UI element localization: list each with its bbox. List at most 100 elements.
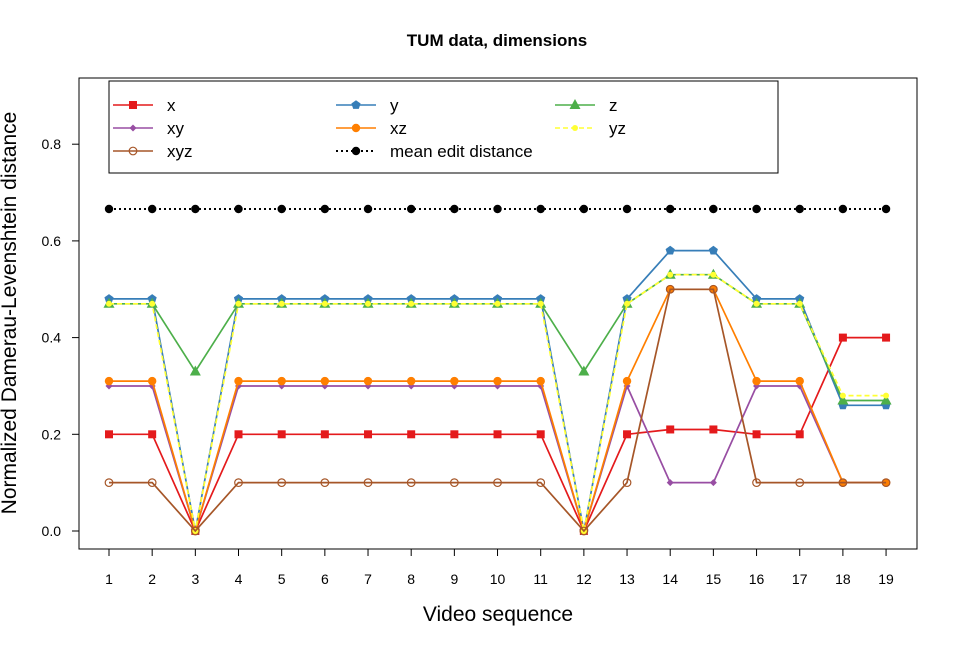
data-point [710, 271, 717, 278]
legend-marker [129, 101, 137, 109]
data-point [536, 430, 545, 439]
data-point [363, 376, 373, 386]
data-point [320, 376, 330, 386]
data-point [493, 430, 502, 439]
x-tick-label: 1 [105, 571, 113, 587]
data-point [147, 204, 157, 214]
legend-marker [351, 146, 361, 156]
series-line-yz [109, 273, 887, 532]
data-point [494, 300, 501, 307]
data-point [364, 430, 373, 439]
data-point [320, 478, 330, 488]
x-tick-label: 14 [662, 571, 678, 587]
x-tick-label: 8 [407, 571, 415, 587]
data-point [320, 430, 329, 439]
legend-item-yz: yz [555, 119, 626, 138]
data-point [234, 430, 243, 439]
x-tick-label: 3 [191, 571, 199, 587]
y-tick-label: 0.8 [42, 136, 62, 152]
data-point [838, 478, 848, 488]
data-point [795, 376, 804, 386]
legend-marker [128, 146, 138, 156]
legend-item-xz: xz [336, 119, 407, 138]
data-point [622, 478, 632, 488]
legend-marker [569, 99, 581, 109]
series-line-xy [109, 383, 887, 534]
series-layer [103, 204, 892, 536]
data-point [277, 376, 286, 386]
data-point [321, 300, 328, 307]
data-point [147, 478, 157, 488]
data-point [837, 394, 849, 405]
x-tick-label: 5 [278, 571, 286, 587]
data-point [278, 300, 285, 307]
data-point [838, 204, 848, 214]
data-point [708, 245, 718, 255]
data-point [578, 365, 590, 376]
y-tick-label: 0.4 [42, 330, 62, 346]
data-point [189, 365, 201, 376]
data-point [752, 204, 761, 214]
x-tick-label: 6 [321, 571, 329, 587]
x-tick-label: 7 [364, 571, 372, 587]
x-tick-label: 9 [450, 571, 458, 587]
data-point [752, 430, 761, 439]
data-point [450, 204, 459, 214]
data-point [406, 204, 416, 214]
y-axis: 0.0 0.2 0.4 0.6 0.8 [42, 136, 80, 539]
x-tick-label: 10 [490, 571, 506, 587]
legend-label: y [390, 96, 399, 115]
legend-marker [129, 124, 137, 132]
data-point [406, 478, 416, 488]
data-point [148, 430, 157, 439]
data-point [363, 204, 373, 214]
data-point [277, 478, 287, 488]
data-point [709, 425, 718, 434]
data-point [234, 478, 243, 488]
data-point [579, 204, 589, 214]
x-tick-label: 12 [576, 571, 592, 587]
legend-marker [572, 125, 578, 131]
data-point [536, 376, 545, 386]
y-axis-title: Normalized Damerau-Levenshtein distance [0, 112, 21, 515]
legend-item-xyz: xyz [113, 142, 193, 161]
data-point [752, 478, 761, 488]
data-point [709, 204, 718, 214]
x-tick-label: 19 [878, 571, 894, 587]
data-point [753, 300, 760, 307]
y-tick-label: 0.2 [42, 426, 62, 442]
data-point [149, 300, 156, 307]
legend-item-x: x [113, 96, 176, 115]
legend-label: z [609, 96, 618, 115]
x-axis: 1 2 3 4 5 6 7 8 9 10 11 12 13 14 15 16 17 18 19 [105, 548, 894, 587]
data-point [839, 392, 846, 399]
data-point [106, 300, 112, 307]
legend-label: xz [390, 119, 407, 138]
x-tick-label: 4 [235, 571, 243, 587]
data-point [493, 478, 502, 488]
series-line-y [109, 249, 887, 532]
data-point [450, 376, 459, 386]
data-point [666, 204, 675, 214]
legend-label: yz [609, 119, 626, 138]
data-point [407, 430, 416, 439]
data-point [408, 300, 415, 307]
series-x [105, 333, 891, 535]
data-point [450, 430, 459, 439]
data-point [667, 271, 674, 278]
data-point [277, 430, 286, 439]
x-tick-label: 17 [792, 571, 808, 587]
legend-item-z: z [555, 96, 618, 115]
data-point [795, 430, 804, 439]
data-point [579, 526, 589, 536]
data-point [537, 300, 544, 307]
data-point [493, 376, 502, 386]
legend-item-y: y [336, 96, 399, 115]
series-xyz [104, 284, 891, 536]
data-point [622, 376, 632, 386]
series-yz [106, 271, 890, 534]
series-line-xyz [109, 288, 887, 533]
data-point [709, 479, 717, 487]
